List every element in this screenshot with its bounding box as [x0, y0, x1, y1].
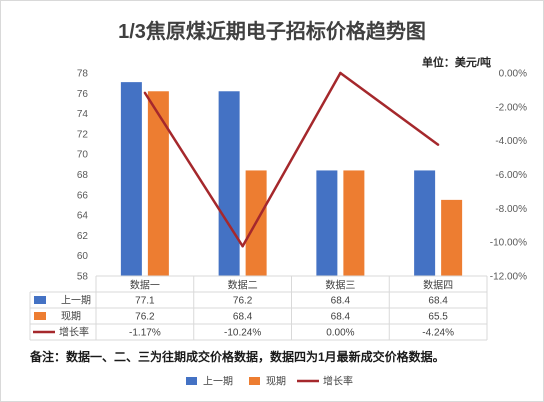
legend-label: 现期 [266, 376, 286, 388]
category-label: 数据二 [228, 279, 258, 292]
unit-label: 单位：美元/吨 [422, 55, 491, 69]
y-left-tick-label: 64 [77, 211, 89, 222]
table-cell-value: 0.00% [326, 328, 354, 339]
y-right-tick-label: -6.00% [495, 170, 527, 181]
table-series-name: 现期 [61, 311, 81, 323]
table-row-previous-period: 上一期 77.1 76.2 68.4 68.4 [34, 295, 448, 307]
table-cell-value: 68.4 [233, 312, 253, 323]
y-left-tick-label: 72 [77, 129, 89, 140]
category-label: 数据四 [423, 279, 453, 292]
bar-current-period [441, 199, 463, 276]
table-cell-value: 68.4 [331, 296, 351, 307]
y-left-tick-label: 66 [77, 190, 89, 201]
table-cell-value: 65.5 [428, 312, 448, 323]
y-left-tick-label: 60 [77, 251, 89, 262]
y-left-tick-label: 70 [77, 150, 89, 161]
growth-rate-point [143, 91, 147, 94]
table-cell-value: 77.1 [135, 296, 155, 307]
table-row-current-period: 现期 76.2 68.4 68.4 65.5 [34, 311, 448, 323]
y-right-tick-label: -2.00% [495, 102, 527, 113]
legend-label: 上一期 [203, 376, 233, 388]
y-left-tick-label: 74 [77, 109, 89, 120]
legend-item-current-period: 现期 [249, 376, 286, 388]
table-legend-swatch [34, 312, 46, 320]
table-series-name: 上一期 [61, 295, 91, 307]
table-cell-value: 68.4 [428, 296, 448, 307]
bar-previous-period [120, 82, 142, 276]
y-axis-right: -12.00% -10.00% -8.00% -6.00% -4.00% -2.00% 0.… [490, 69, 527, 283]
y-right-tick-label: -4.00% [495, 136, 527, 147]
y-right-tick-label: -12.00% [490, 272, 527, 283]
legend-item-growth-rate: 增长率 [297, 375, 353, 388]
legend-item-previous-period: 上一期 [186, 376, 233, 388]
legend: 上一期 现期 增长率 [186, 375, 353, 388]
growth-rate-point [339, 71, 342, 75]
bar-current-period [343, 170, 365, 276]
table-cell-value: 68.4 [331, 312, 351, 323]
y-left-tick-label: 62 [77, 231, 89, 242]
y-left-tick-label: 68 [77, 170, 89, 181]
table-cell-value: 76.2 [233, 296, 253, 307]
legend-swatch [186, 377, 197, 385]
category-label: 数据一 [130, 279, 160, 292]
y-left-tick-label: 58 [77, 272, 89, 283]
bar-previous-period [414, 170, 436, 276]
y-right-tick-label: -10.00% [490, 238, 527, 249]
table-series-name: 增长率 [59, 326, 89, 339]
bar-series [120, 82, 463, 277]
table-legend-swatch [34, 296, 46, 304]
y-axis-left: 58 60 62 64 66 68 70 72 74 76 78 [77, 69, 89, 283]
table-cell-value: -4.24% [422, 328, 454, 339]
growth-rate-point [436, 143, 440, 146]
table-cell-value: -10.24% [224, 328, 261, 339]
table-cell-value: 76.2 [135, 312, 155, 323]
y-right-tick-label: 0.00% [499, 69, 527, 80]
legend-label: 增长率 [323, 375, 353, 388]
table-row-growth-rate: 增长率 -1.17% -10.24% 0.00% -4.24% [33, 326, 454, 339]
y-left-tick-label: 76 [77, 89, 89, 100]
legend-swatch [249, 377, 260, 385]
bar-previous-period [316, 170, 338, 276]
bar-current-period [147, 91, 169, 277]
table-cell-value: -1.17% [129, 328, 161, 339]
growth-rate-line [143, 71, 439, 248]
chart-title: 1/3焦原煤近期电子招标价格趋势图 [118, 19, 426, 43]
y-left-tick-label: 78 [77, 69, 89, 80]
category-label: 数据三 [325, 279, 355, 292]
growth-rate-point [241, 245, 244, 248]
chart-note: 备注：数据一、二、三为往期成交价格数据，数据四为1月最新成交价格数据。 [29, 349, 445, 364]
growth-rate-series [143, 71, 440, 248]
bar-previous-period [218, 91, 240, 277]
y-right-tick-label: -8.00% [495, 204, 527, 215]
